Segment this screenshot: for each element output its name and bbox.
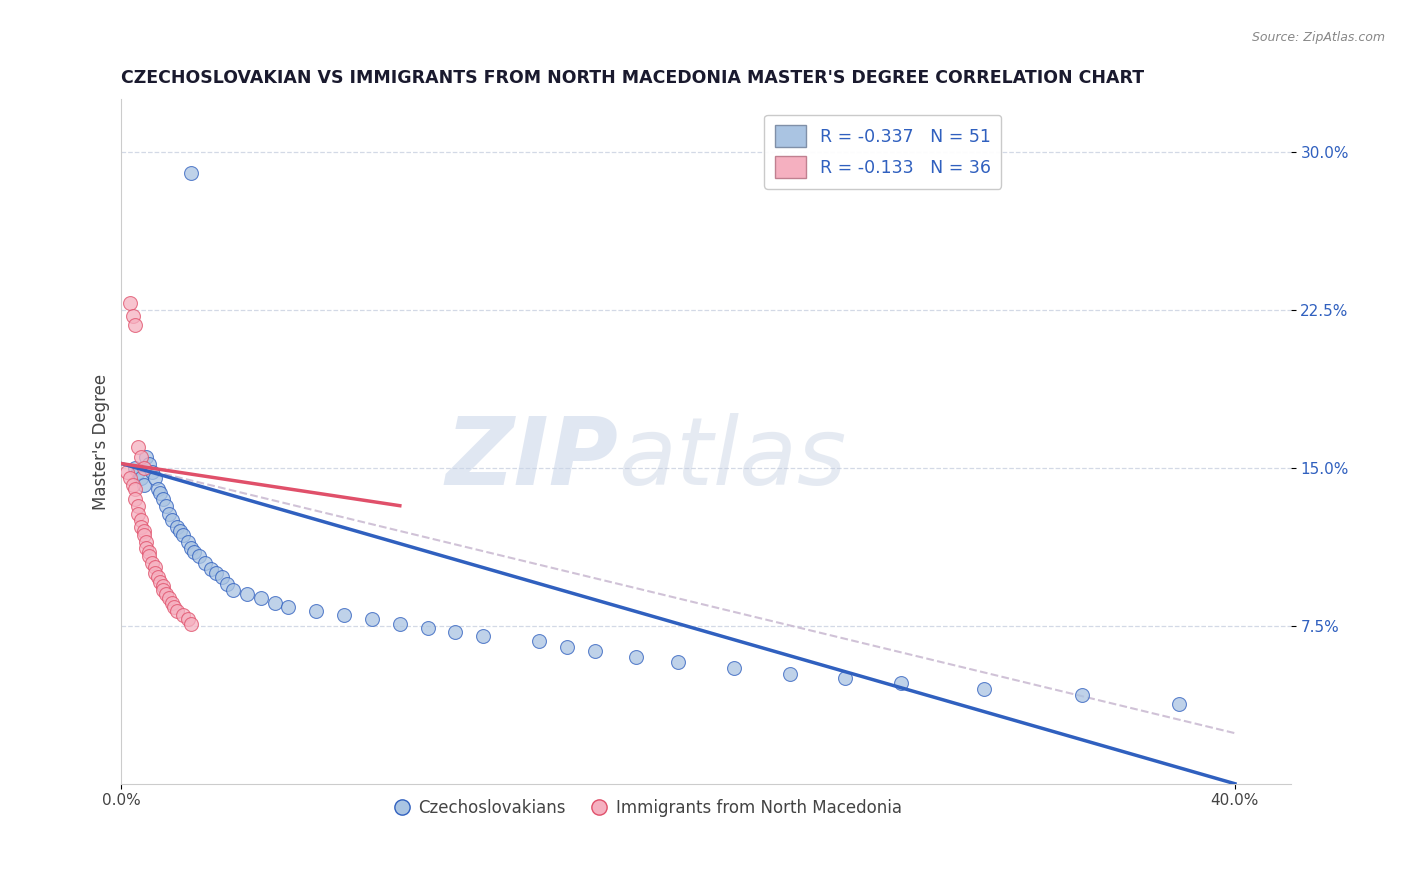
- Point: [305, 604, 328, 618]
- Point: [194, 556, 217, 570]
- Point: [973, 681, 995, 696]
- Point: [416, 621, 439, 635]
- Point: [124, 460, 146, 475]
- Point: [183, 545, 205, 559]
- Point: [177, 534, 200, 549]
- Point: [127, 440, 149, 454]
- Point: [146, 570, 169, 584]
- Point: [138, 457, 160, 471]
- Point: [160, 513, 183, 527]
- Point: [149, 574, 172, 589]
- Point: [169, 524, 191, 538]
- Point: [166, 520, 188, 534]
- Point: [155, 499, 177, 513]
- Point: [444, 625, 467, 640]
- Point: [263, 596, 285, 610]
- Point: [132, 460, 155, 475]
- Text: atlas: atlas: [619, 413, 846, 504]
- Y-axis label: Master's Degree: Master's Degree: [93, 374, 110, 509]
- Point: [172, 608, 194, 623]
- Text: ZIP: ZIP: [446, 413, 619, 505]
- Point: [163, 599, 186, 614]
- Point: [779, 667, 801, 681]
- Point: [129, 513, 152, 527]
- Point: [132, 524, 155, 538]
- Point: [132, 528, 155, 542]
- Point: [143, 559, 166, 574]
- Point: [121, 477, 143, 491]
- Point: [127, 507, 149, 521]
- Text: Source: ZipAtlas.com: Source: ZipAtlas.com: [1251, 31, 1385, 45]
- Point: [152, 492, 174, 507]
- Point: [527, 633, 550, 648]
- Point: [361, 612, 384, 626]
- Point: [138, 549, 160, 564]
- Point: [172, 528, 194, 542]
- Point: [129, 471, 152, 485]
- Point: [118, 471, 141, 485]
- Point: [157, 591, 180, 606]
- Point: [723, 661, 745, 675]
- Point: [235, 587, 257, 601]
- Point: [143, 566, 166, 580]
- Point: [180, 616, 202, 631]
- Point: [115, 465, 138, 479]
- Point: [129, 450, 152, 465]
- Point: [141, 465, 163, 479]
- Point: [666, 655, 689, 669]
- Point: [135, 534, 157, 549]
- Point: [138, 545, 160, 559]
- Legend: Czechoslovakians, Immigrants from North Macedonia: Czechoslovakians, Immigrants from North …: [387, 792, 908, 823]
- Point: [211, 570, 233, 584]
- Point: [124, 318, 146, 332]
- Point: [277, 599, 299, 614]
- Point: [143, 471, 166, 485]
- Point: [152, 582, 174, 597]
- Point: [555, 640, 578, 654]
- Point: [1070, 688, 1092, 702]
- Point: [583, 644, 606, 658]
- Point: [200, 562, 222, 576]
- Point: [472, 629, 495, 643]
- Point: [177, 612, 200, 626]
- Point: [127, 465, 149, 479]
- Point: [149, 486, 172, 500]
- Point: [249, 591, 271, 606]
- Point: [135, 541, 157, 555]
- Point: [180, 166, 202, 180]
- Text: CZECHOSLOVAKIAN VS IMMIGRANTS FROM NORTH MACEDONIA MASTER'S DEGREE CORRELATION C: CZECHOSLOVAKIAN VS IMMIGRANTS FROM NORTH…: [121, 69, 1144, 87]
- Point: [188, 549, 211, 564]
- Point: [124, 492, 146, 507]
- Point: [222, 582, 245, 597]
- Point: [157, 507, 180, 521]
- Point: [205, 566, 228, 580]
- Point: [118, 296, 141, 310]
- Point: [127, 499, 149, 513]
- Point: [132, 477, 155, 491]
- Point: [141, 556, 163, 570]
- Point: [834, 672, 856, 686]
- Point: [160, 596, 183, 610]
- Point: [388, 616, 411, 631]
- Point: [180, 541, 202, 555]
- Point: [1168, 697, 1191, 711]
- Point: [146, 482, 169, 496]
- Point: [121, 309, 143, 323]
- Point: [166, 604, 188, 618]
- Point: [135, 450, 157, 465]
- Point: [333, 608, 356, 623]
- Point: [217, 576, 239, 591]
- Point: [129, 520, 152, 534]
- Point: [155, 587, 177, 601]
- Point: [890, 675, 912, 690]
- Point: [152, 579, 174, 593]
- Point: [626, 650, 648, 665]
- Point: [124, 482, 146, 496]
